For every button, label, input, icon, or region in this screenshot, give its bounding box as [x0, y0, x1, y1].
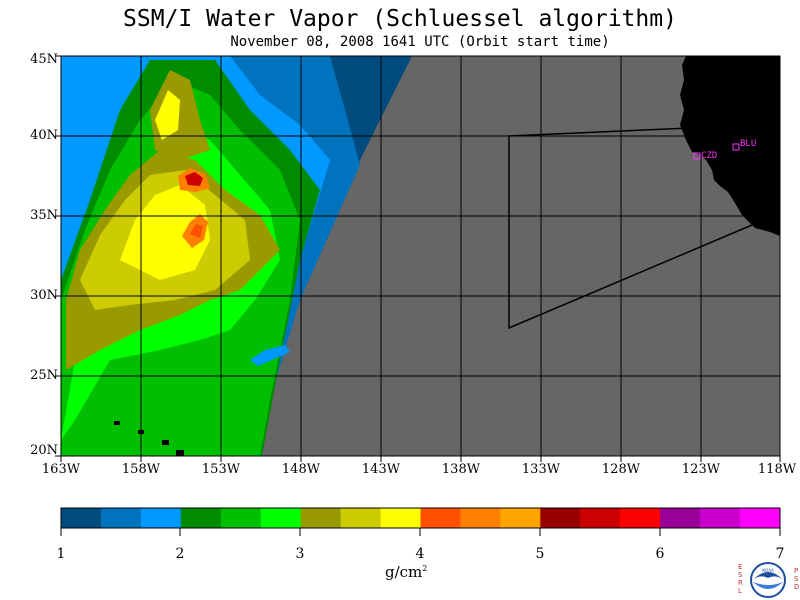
colorbar-label-6: 6	[655, 546, 665, 562]
land-california	[680, 56, 780, 236]
lat-label-45n: 45N	[30, 52, 58, 67]
island-maui	[162, 440, 169, 445]
colorbar-cell	[380, 508, 421, 528]
colorbar-cell	[580, 508, 621, 528]
lon-label-118w: 118W	[757, 462, 797, 477]
colorbar-cell	[700, 508, 741, 528]
colorbar-cell	[660, 508, 701, 528]
colorbar	[60, 507, 781, 529]
colorbar-cell	[61, 508, 102, 528]
colorbar-cell	[460, 508, 501, 528]
colorbar-cell	[260, 508, 302, 528]
lon-label-163w: 163W	[41, 462, 81, 477]
station-blu[interactable]: BLU	[732, 139, 756, 151]
lat-label-35n: 35N	[30, 208, 58, 223]
chart-title: SSM/I Water Vapor (Schluessel algorithm)	[123, 6, 677, 32]
colorbar-cell	[740, 508, 781, 528]
lon-label-153w: 153W	[201, 462, 241, 477]
logo-letter-l: L	[738, 587, 742, 595]
logo-letter-e: E	[738, 563, 742, 571]
logo-right-letters: P S D	[794, 567, 799, 591]
lon-grid	[140, 56, 702, 456]
logo-letter-p: P	[794, 567, 798, 575]
swath-yellow-region	[120, 185, 210, 280]
moisture-core-red-north	[185, 172, 203, 186]
lat-label-30n: 30N	[30, 288, 58, 303]
island-hawaii	[176, 450, 184, 456]
chart-subtitle: November 08, 2008 1641 UTC (Orbit start …	[230, 34, 610, 50]
lat-grid	[61, 135, 780, 377]
station-czd-label: CZD	[701, 151, 717, 161]
lon-label-158w: 158W	[121, 462, 161, 477]
colorbar-cell	[300, 508, 342, 528]
noaa-logo[interactable]: E S R L P S D NOAA	[736, 560, 800, 600]
colorbar-cell	[220, 508, 262, 528]
colorbar-label-3: 3	[295, 546, 305, 562]
station-blu-label: BLU	[740, 139, 756, 149]
logo-circle	[750, 562, 786, 598]
lat-label-25n: 25N	[30, 368, 58, 383]
lon-label-143w: 143W	[361, 462, 401, 477]
lon-label-138w: 138W	[441, 462, 481, 477]
logo-wave	[753, 582, 783, 589]
colorbar-label-2: 2	[175, 546, 185, 562]
study-region-outline	[508, 127, 753, 330]
lon-label-148w: 148W	[281, 462, 321, 477]
station-blu-marker	[732, 143, 740, 151]
logo-letter-r: R	[738, 579, 743, 587]
logo-letter-s: S	[738, 571, 743, 579]
logo-letter-s2: S	[794, 575, 799, 583]
lon-label-128w: 128W	[601, 462, 641, 477]
station-czd[interactable]: CZD	[693, 151, 717, 161]
colorbar-cell	[540, 508, 581, 528]
colorbar-cell	[100, 508, 142, 528]
island-kauai	[114, 421, 120, 425]
colorbar-label-4: 4	[415, 546, 425, 562]
logo-bird	[753, 572, 783, 580]
colorbar-cell	[420, 508, 461, 528]
station-czd-marker	[693, 152, 701, 160]
units-exponent: 2	[422, 564, 428, 573]
logo-letter-d: D	[794, 583, 799, 591]
map-ticks	[55, 55, 781, 462]
moisture-core-red-south	[190, 224, 203, 238]
colorbar-cell	[340, 508, 382, 528]
swath-blue-patch	[250, 345, 290, 366]
lat-label-20n: 20N	[30, 443, 58, 458]
logo-center-text: NOAA	[762, 568, 774, 573]
colorbar-cell	[500, 508, 541, 528]
map-frame	[60, 55, 781, 457]
colorbar-cell	[620, 508, 661, 528]
colorbar-label-7: 7	[775, 546, 785, 562]
units-base: g/cm	[385, 563, 423, 581]
lon-label-123w: 123W	[681, 462, 721, 477]
lat-label-40n: 40N	[30, 128, 58, 143]
colorbar-label-5: 5	[535, 546, 545, 562]
colorbar-label-1: 1	[56, 546, 66, 562]
colorbar-ticks	[60, 528, 781, 536]
swath-yellow-ridge	[155, 90, 180, 140]
logo-left-letters: E S R L	[738, 563, 743, 595]
colorbar-units: g/cm2	[385, 563, 427, 581]
colorbar-cell	[140, 508, 182, 528]
colorbar-cell	[180, 508, 222, 528]
lon-label-133w: 133W	[521, 462, 561, 477]
